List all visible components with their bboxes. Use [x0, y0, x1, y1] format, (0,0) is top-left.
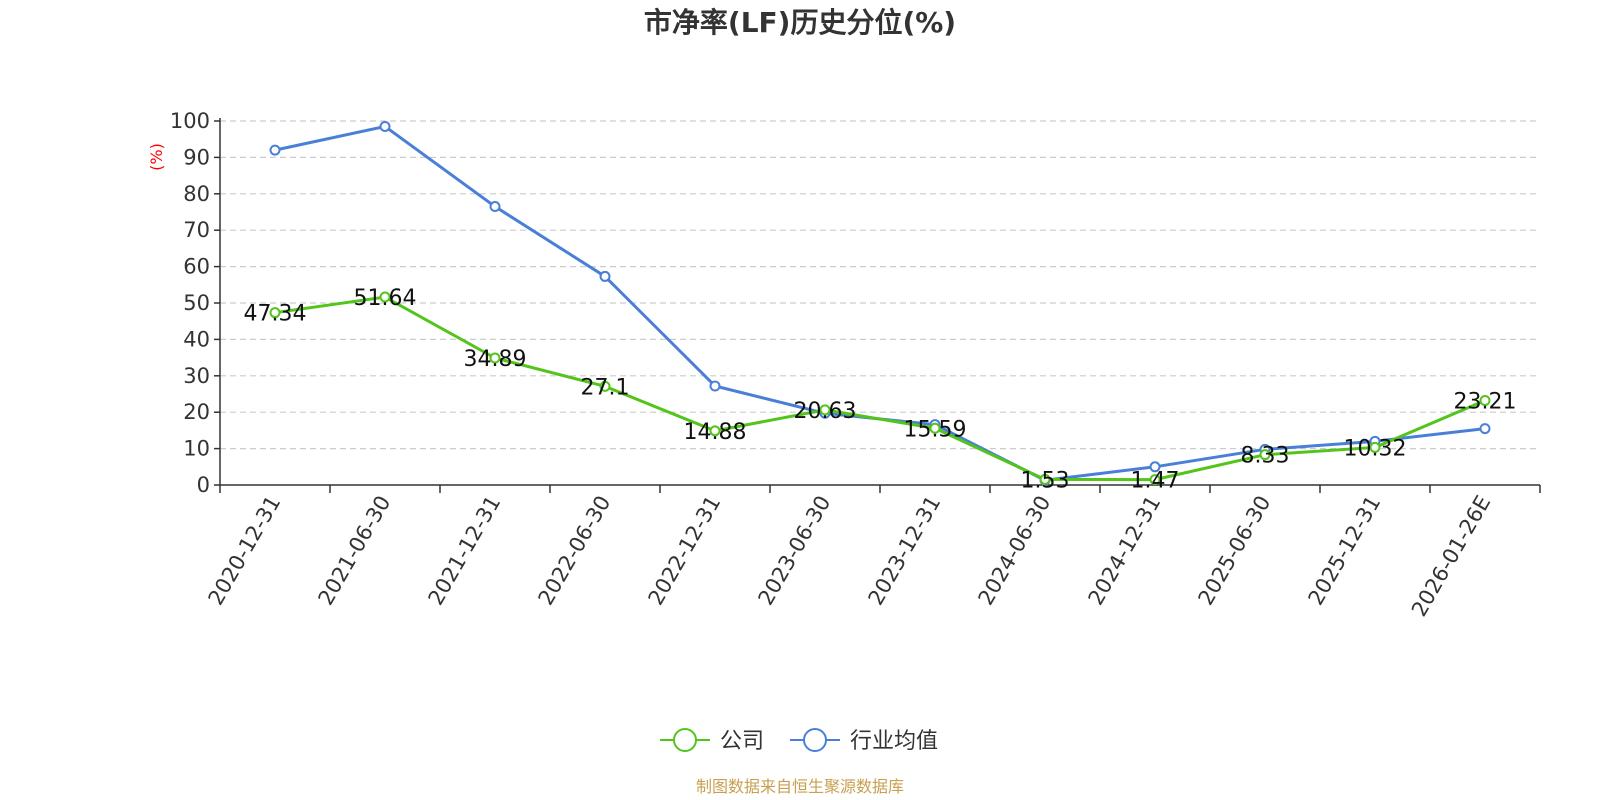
data-point[interactable] [929, 422, 941, 434]
data-point[interactable] [1149, 474, 1161, 486]
data-label: 23.21 [1454, 390, 1517, 415]
data-label: 1.53 [1021, 468, 1070, 493]
data-point[interactable] [1369, 441, 1381, 453]
x-tick-label: 2025-12-31 [1304, 492, 1386, 610]
legend-item-industry-average[interactable]: 行业均值 [790, 728, 938, 754]
y-tick-label: 70 [183, 218, 210, 242]
y-tick-label: 30 [183, 364, 210, 388]
data-point[interactable] [1039, 473, 1051, 485]
legend-item-company[interactable]: 公司 [660, 728, 764, 754]
data-label: 27.1 [581, 375, 630, 400]
x-tick-label: 2022-12-31 [644, 492, 726, 610]
legend-label: 行业均值 [850, 729, 938, 754]
grid [220, 120, 1540, 450]
data-point[interactable] [819, 404, 831, 416]
data-point[interactable] [709, 425, 721, 437]
x-tick-label: 2026-01-26E [1407, 492, 1495, 621]
data-point[interactable] [269, 307, 281, 319]
series-layer [269, 120, 1491, 486]
x-tick-label: 2025-06-30 [1194, 492, 1276, 610]
data-point[interactable] [489, 201, 501, 213]
data-point[interactable] [379, 120, 391, 132]
legend[interactable]: 公司 行业均值 [660, 728, 938, 754]
data-label: 1.47 [1131, 469, 1180, 494]
data-label: 8.33 [1241, 444, 1290, 469]
data-point[interactable] [599, 380, 611, 392]
data-label: 15.59 [904, 417, 967, 442]
x-tick-label: 2024-12-31 [1084, 492, 1166, 610]
data-label: 20.63 [794, 399, 857, 424]
data-label: 51.64 [354, 286, 417, 311]
data-point[interactable] [599, 270, 611, 282]
y-tick-label: 0 [197, 473, 210, 497]
x-tick-label: 2020-12-31 [204, 492, 286, 610]
series-company [269, 291, 1491, 486]
x-tick-label: 2021-06-30 [314, 492, 396, 610]
data-point[interactable] [1479, 423, 1491, 435]
chart-title: 市净率(LF)历史分位(%) [644, 6, 956, 39]
y-tick-label: 20 [183, 400, 210, 424]
x-tick-label: 2021-12-31 [424, 492, 506, 610]
x-tick-label: 2024-06-30 [974, 492, 1056, 610]
y-axis-unit: (%) [147, 143, 166, 171]
x-tick-label: 2022-06-30 [534, 492, 616, 610]
legend-marker [673, 728, 697, 752]
data-point[interactable] [1149, 461, 1161, 473]
data-label: 14.88 [684, 420, 747, 445]
x-tick-label: 2023-12-31 [864, 492, 946, 610]
data-point[interactable] [1479, 395, 1491, 407]
y-tick-label: 50 [183, 291, 210, 315]
source-note: 制图数据来自恒生聚源数据库 [696, 777, 904, 796]
series-line [274, 295, 1486, 482]
x-tick-label: 2023-06-30 [754, 492, 836, 610]
legend-label: 公司 [720, 729, 764, 754]
y-tick-label: 80 [183, 182, 210, 206]
y-tick-label: 40 [183, 327, 210, 351]
data-point[interactable] [379, 291, 391, 303]
data-label: 47.34 [244, 302, 307, 327]
y-tick-label: 60 [183, 255, 210, 279]
data-labels: 47.34 51.64 34.89 27.1 14.88 20.63 15.59 1.53 1.… [244, 286, 1517, 494]
legend-marker [803, 728, 827, 752]
y-tick-label: 90 [183, 145, 210, 169]
data-label: 34.89 [464, 347, 527, 372]
axes: 0 10 20 30 40 50 60 70 80 90 100 2020-12-31 2021-06-… [170, 109, 1541, 621]
data-point[interactable] [1259, 449, 1271, 461]
data-point[interactable] [269, 144, 281, 156]
data-label: 10.32 [1344, 436, 1407, 461]
y-tick-label: 100 [170, 109, 210, 133]
data-point[interactable] [489, 352, 501, 364]
data-point[interactable] [709, 380, 721, 392]
y-tick-label: 10 [183, 437, 210, 461]
